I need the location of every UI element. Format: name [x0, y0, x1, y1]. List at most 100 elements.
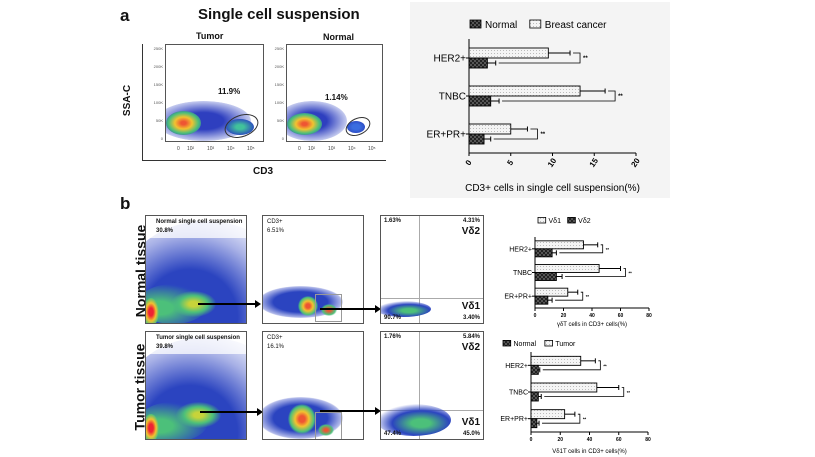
x-axis-title: γδT cells in CD3+ cells(%) [557, 322, 627, 328]
gate-percent: 6.51% [267, 228, 285, 234]
x-tick-label: 10³ [207, 146, 215, 152]
y-axis-label-ssc: SSA-C [122, 84, 134, 117]
bar [534, 287, 569, 297]
legend-label: Breast cancer [545, 20, 607, 31]
gate-arrow [200, 408, 263, 416]
x-tick-label: 10 [546, 156, 559, 169]
y-tick-label: 200K [153, 64, 163, 69]
vd2-label: Vδ2 [461, 226, 480, 237]
tumor-gate-percent: 11.9% [218, 87, 241, 96]
vd1-label: Vδ1 [461, 417, 480, 428]
legend-swatch [567, 217, 576, 224]
x-tick-label: 60 [618, 313, 624, 319]
gate-name: CD3+ [267, 335, 283, 341]
category-label: TNBC [513, 270, 532, 277]
y-tick-label: 100K [274, 100, 284, 105]
bar [530, 409, 566, 420]
gate-name: Normal single cell suspension [156, 219, 243, 225]
x-tick-label: 5 [505, 158, 515, 167]
legend-label: Normal [514, 341, 537, 348]
x-tick-label: 0 [530, 437, 533, 443]
x-tick-label: 40 [587, 437, 593, 443]
category-label: TNBC [439, 92, 466, 103]
quadrant-ul-percent: 1.76% [384, 334, 402, 340]
x-tick-label: 0 [298, 146, 301, 152]
x-tick-label: 80 [645, 437, 651, 443]
significance-bracket [555, 291, 584, 301]
gate-percent: 39.8% [156, 344, 174, 350]
y-tick-label: 100K [153, 100, 163, 105]
x-tick-label: 0 [177, 146, 180, 152]
significance-marker: ** [603, 363, 607, 368]
significance-marker: ** [540, 132, 545, 138]
vd1-vd2-quadrant-plot: 1.76% 5.84% 47.4% 45.0% Vδ2 Vδ1 [380, 331, 484, 440]
bar [530, 391, 539, 402]
bar [530, 355, 582, 366]
x-axis-title: Vδ1T cells in CD3+ cells(%) [552, 449, 626, 455]
gd-t-bar-chart: Vδ1 Vδ2 0 20 40 60 80 γδT cells in CD3+ cells(%… [504, 217, 652, 328]
bar [534, 240, 584, 250]
significance-bracket [559, 244, 604, 254]
y-axis-line [142, 44, 143, 160]
bar [468, 57, 488, 69]
quadrant-ll-percent: 90.7% [384, 315, 402, 321]
panel-a-title: Single cell suspension [198, 6, 360, 23]
significance-marker: ** [627, 390, 631, 395]
y-tick-label: 50K [155, 118, 163, 123]
gate-arrow [320, 407, 381, 415]
category-label: ER+PR+ [427, 130, 467, 141]
y-tick-label: 50K [276, 118, 284, 123]
x-tick-label: 80 [646, 313, 652, 319]
quadrant-lr-percent: 45.0% [462, 431, 480, 437]
legend-swatch [529, 19, 542, 29]
x-tick-label: 20 [561, 313, 567, 319]
vd1-t-bar-chart: Normal Tumor 0 20 40 60 80 Vδ1T cells in CD3+ c… [500, 340, 651, 455]
significance-bracket [493, 128, 538, 140]
x-tick-label: 20 [557, 437, 563, 443]
cd3-bar-chart-panel [410, 2, 670, 198]
x-axis-title: CD3+ cells in single cell suspension(%) [465, 183, 640, 194]
bar [530, 382, 598, 393]
bar [530, 364, 539, 375]
legend-label: Vδ1 [549, 218, 562, 225]
significance-bracket [544, 387, 625, 397]
y-tick-label: 0 [160, 136, 163, 141]
quadrant-lr-percent: 3.40% [462, 315, 480, 321]
legend-label: Normal [485, 20, 517, 31]
x-tick-label: 10⁴ [348, 146, 356, 152]
category-label: HER2+ [505, 363, 528, 370]
significance-marker: ** [586, 294, 590, 299]
cd3-dotplot: CD3+ 16.1% [262, 331, 364, 440]
gate-arrow [198, 300, 261, 308]
bar [468, 123, 512, 135]
significance-bracket [498, 52, 581, 64]
normal-plot-label: Normal [323, 32, 355, 42]
category-label: TNBC [509, 389, 528, 396]
x-axis-label-cd3: CD3 [253, 166, 274, 177]
vd2-label: Vδ2 [461, 342, 480, 353]
single-cell-dotplot: Tumor single cell suspension 39.8% [145, 331, 247, 440]
legend-swatch [502, 340, 512, 347]
y-tick-label: 250K [274, 46, 284, 51]
significance-marker: ** [629, 271, 633, 276]
y-tick-label: 150K [153, 82, 163, 87]
bar [534, 295, 549, 305]
significance-bracket [542, 413, 581, 424]
significance-marker: ** [583, 417, 587, 422]
legend-swatch [469, 19, 482, 29]
category-label: HER2+ [509, 246, 532, 253]
significance-marker: ** [618, 94, 623, 100]
x-tick-label: 10³ [328, 146, 336, 152]
x-tick-label: 10² [308, 146, 316, 152]
bar [468, 133, 485, 145]
x-tick-label: 10⁴ [227, 146, 235, 152]
cd3-dotplot: CD3+ 6.51% [262, 215, 364, 324]
bar [530, 418, 538, 429]
x-tick-label: 40 [589, 313, 595, 319]
bar [468, 95, 492, 107]
bar [468, 47, 549, 59]
significance-marker: ** [606, 247, 610, 252]
gate-name: CD3+ [267, 219, 283, 225]
vd1-label: Vδ1 [461, 301, 480, 312]
quadrant-ll-percent: 47.4% [384, 431, 402, 437]
